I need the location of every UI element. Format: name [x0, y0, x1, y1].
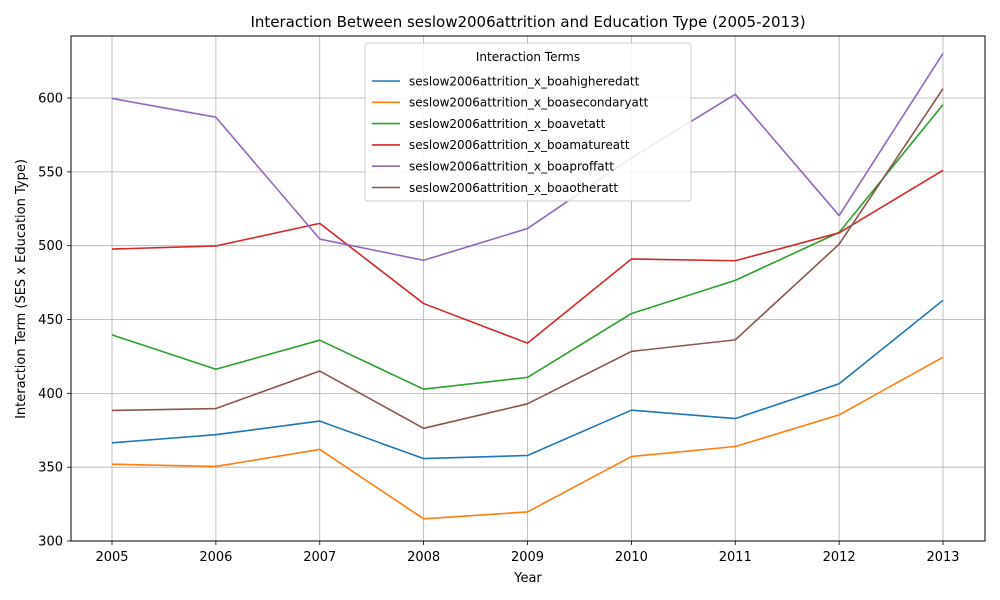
series-line-1	[111, 299, 944, 460]
x-tick-label: 2005	[95, 550, 128, 565]
x-tick-label: 2012	[823, 550, 856, 565]
y-tick-label: 300	[38, 535, 63, 550]
series-line-6	[111, 88, 944, 430]
y-tick-label: 500	[38, 239, 63, 254]
series-line-2	[111, 356, 944, 520]
legend-title: Interaction Terms	[476, 50, 580, 64]
x-tick-label: 2010	[615, 550, 648, 565]
series-line-4	[111, 169, 944, 344]
legend-entry: seslow2006attrition_x_boavetatt	[409, 117, 606, 131]
y-tick-label: 600	[38, 92, 63, 107]
x-tick-label: 2008	[407, 550, 440, 565]
legend-entry: seslow2006attrition_x_boaproffatt	[409, 160, 614, 174]
legend-box	[364, 42, 692, 202]
x-ticks: 2005 2006 2007 2008 2009 2010 2011 2012 2013	[95, 541, 960, 565]
series-line-3	[111, 104, 944, 391]
x-axis-label: Year	[513, 571, 542, 586]
legend-entry: seslow2006attrition_x_boahigheredatt	[409, 74, 640, 88]
y-tick-label: 550	[38, 165, 63, 180]
plot-frame	[70, 35, 986, 542]
legend: Interaction Terms seslow2006attrition_x_…	[364, 42, 692, 202]
y-tick-label: 400	[38, 387, 63, 402]
x-tick-label: 2007	[303, 550, 336, 565]
y-tick-label: 450	[38, 313, 63, 328]
x-tick-label: 2006	[199, 550, 232, 565]
x-tick-label: 2011	[719, 550, 752, 565]
chart-title: Interaction Between seslow2006attrition …	[250, 13, 805, 31]
legend-entry: seslow2006attrition_x_boaotheratt	[409, 181, 618, 195]
series-lines	[111, 52, 944, 520]
x-tick-label: 2013	[926, 550, 959, 565]
legend-entry: seslow2006attrition_x_boasecondaryatt	[409, 96, 649, 110]
x-tick-label: 2009	[511, 550, 544, 565]
y-axis-label: Interaction Term (SES x Education Type)	[14, 159, 29, 419]
y-ticks: 300 350 400 450 500 550 600	[38, 92, 71, 550]
series-line-5	[111, 52, 944, 262]
legend-entry: seslow2006attrition_x_boamatureatt	[409, 138, 630, 152]
y-tick-label: 350	[38, 461, 63, 476]
